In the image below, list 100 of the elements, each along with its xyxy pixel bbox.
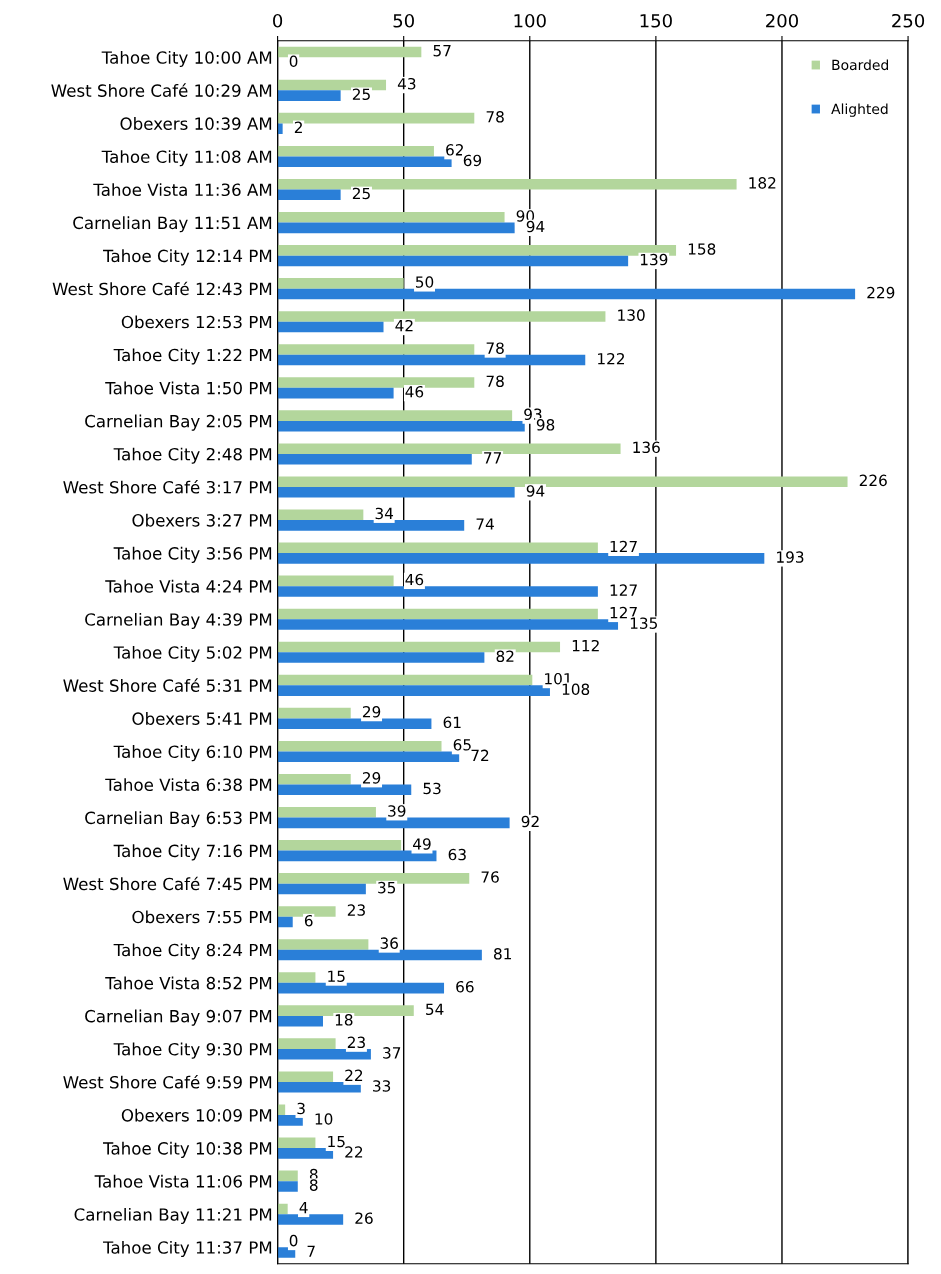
data-label: 78 [486,375,504,387]
y-tick-label: West Shore Café 12:43 PM [52,281,272,296]
bar [277,906,336,917]
bar [277,883,366,895]
data-label: 49 [413,838,431,850]
data-label: 23 [347,1036,365,1049]
bar [277,1082,361,1093]
y-tick-label: Carnelian Bay 9:07 PM [85,1009,272,1026]
bar [277,586,598,597]
y-tick-label: Obexers 7:55 PM [132,910,272,924]
data-label: 94 [526,220,545,233]
bar [277,211,505,223]
data-label: 2 [294,121,302,133]
bar [277,718,432,729]
data-label: 226 [859,474,887,487]
data-label: 76 [481,871,499,883]
y-tick-label: Carnelian Bay 2:05 PM [85,414,272,431]
bar [277,1005,414,1016]
bar [277,1015,323,1027]
bar [277,542,598,554]
data-label: 50 [415,276,434,288]
bar [277,916,293,928]
bar [277,1038,336,1049]
data-label: 63 [448,848,466,861]
data-label: 78 [486,110,504,123]
y-tick-label: Obexers 10:39 AM [120,117,272,130]
bar [277,575,394,587]
y-tick-label: Tahoe Vista 8:52 PM [105,976,272,990]
y-tick-label: Tahoe Vista 6:38 PM [105,778,272,792]
data-label: 15 [328,970,345,982]
bar [277,685,550,696]
data-label: 46 [405,573,424,586]
y-tick-label: Obexers 3:27 PM [132,513,272,527]
data-label: 74 [476,518,494,530]
data-label: 127 [610,584,637,596]
bar [277,652,485,663]
bar [277,1181,298,1192]
bar [277,410,513,421]
data-label: 135 [630,617,657,629]
y-tick-label: Tahoe City 3:56 PM [113,546,272,563]
data-label: 36 [380,937,398,949]
bar [277,453,472,465]
bar [277,278,404,289]
bar [277,354,586,366]
bar [277,740,442,752]
bar [277,784,412,796]
data-label: 229 [867,286,895,299]
x-tick-label: 200 [766,13,798,28]
y-tick-label: Tahoe City 8:24 PM [113,943,272,960]
data-label: 127 [610,540,637,553]
bar [277,1148,334,1159]
data-label: 182 [749,177,776,189]
x-tick-label: 250 [892,13,925,28]
y-tick-label: Tahoe City 10:00 AM [101,50,272,68]
data-label: 72 [471,749,489,761]
data-label: 8 [309,1179,318,1191]
data-label: 0 [289,55,298,68]
bar [277,817,510,829]
bar [277,1137,316,1149]
bar [277,840,402,851]
bar [277,387,394,399]
bar [277,608,598,620]
y-tick-label: West Shore Café 10:29 AM [51,83,272,97]
data-label: 43 [397,77,416,90]
data-label: 54 [426,1003,444,1016]
data-label: 94 [526,485,545,497]
y-tick-label: Tahoe City 10:38 PM [103,1141,272,1158]
bar [277,123,283,134]
y-tick-label: Tahoe Vista 11:36 AM [93,183,272,197]
data-label: 46 [405,386,424,398]
data-label: 23 [347,904,365,916]
bar [277,288,856,300]
bar [277,850,437,862]
y-tick-label: West Shore Café 3:17 PM [63,480,272,494]
bar [277,311,606,322]
y-tick-label: Tahoe City 7:16 PM [113,844,272,861]
bar [277,674,533,686]
y-tick-label: Tahoe City 9:30 PM [113,1042,272,1059]
bar [277,619,619,630]
data-label: 57 [433,45,451,57]
data-label: 112 [572,639,599,652]
bar [277,487,515,498]
data-label: 29 [362,705,381,718]
y-tick-label: Tahoe City 5:02 PM [113,645,272,663]
data-label: 139 [640,253,668,266]
y-tick-label: Tahoe Vista 1:50 PM [105,381,272,395]
y-tick-label: West Shore Café 5:31 PM [63,678,272,692]
y-tick-label: Obexers 5:41 PM [132,712,272,725]
y-tick-label: Tahoe City 2:48 PM [113,447,272,464]
bar [277,255,629,267]
x-tick-label: 50 [393,13,414,28]
data-label: 78 [486,342,504,354]
y-tick-label: Obexers 12:53 PM [121,315,272,329]
y-tick-label: Carnelian Bay 4:39 PM [85,612,272,630]
bar [277,1104,286,1116]
y-tick-label: West Shore Café 7:45 PM [63,876,272,891]
data-label: 37 [383,1047,401,1059]
data-label: 25 [352,88,370,101]
y-tick-label: Obexers 10:09 PM [121,1108,272,1122]
data-label: 61 [443,716,461,729]
